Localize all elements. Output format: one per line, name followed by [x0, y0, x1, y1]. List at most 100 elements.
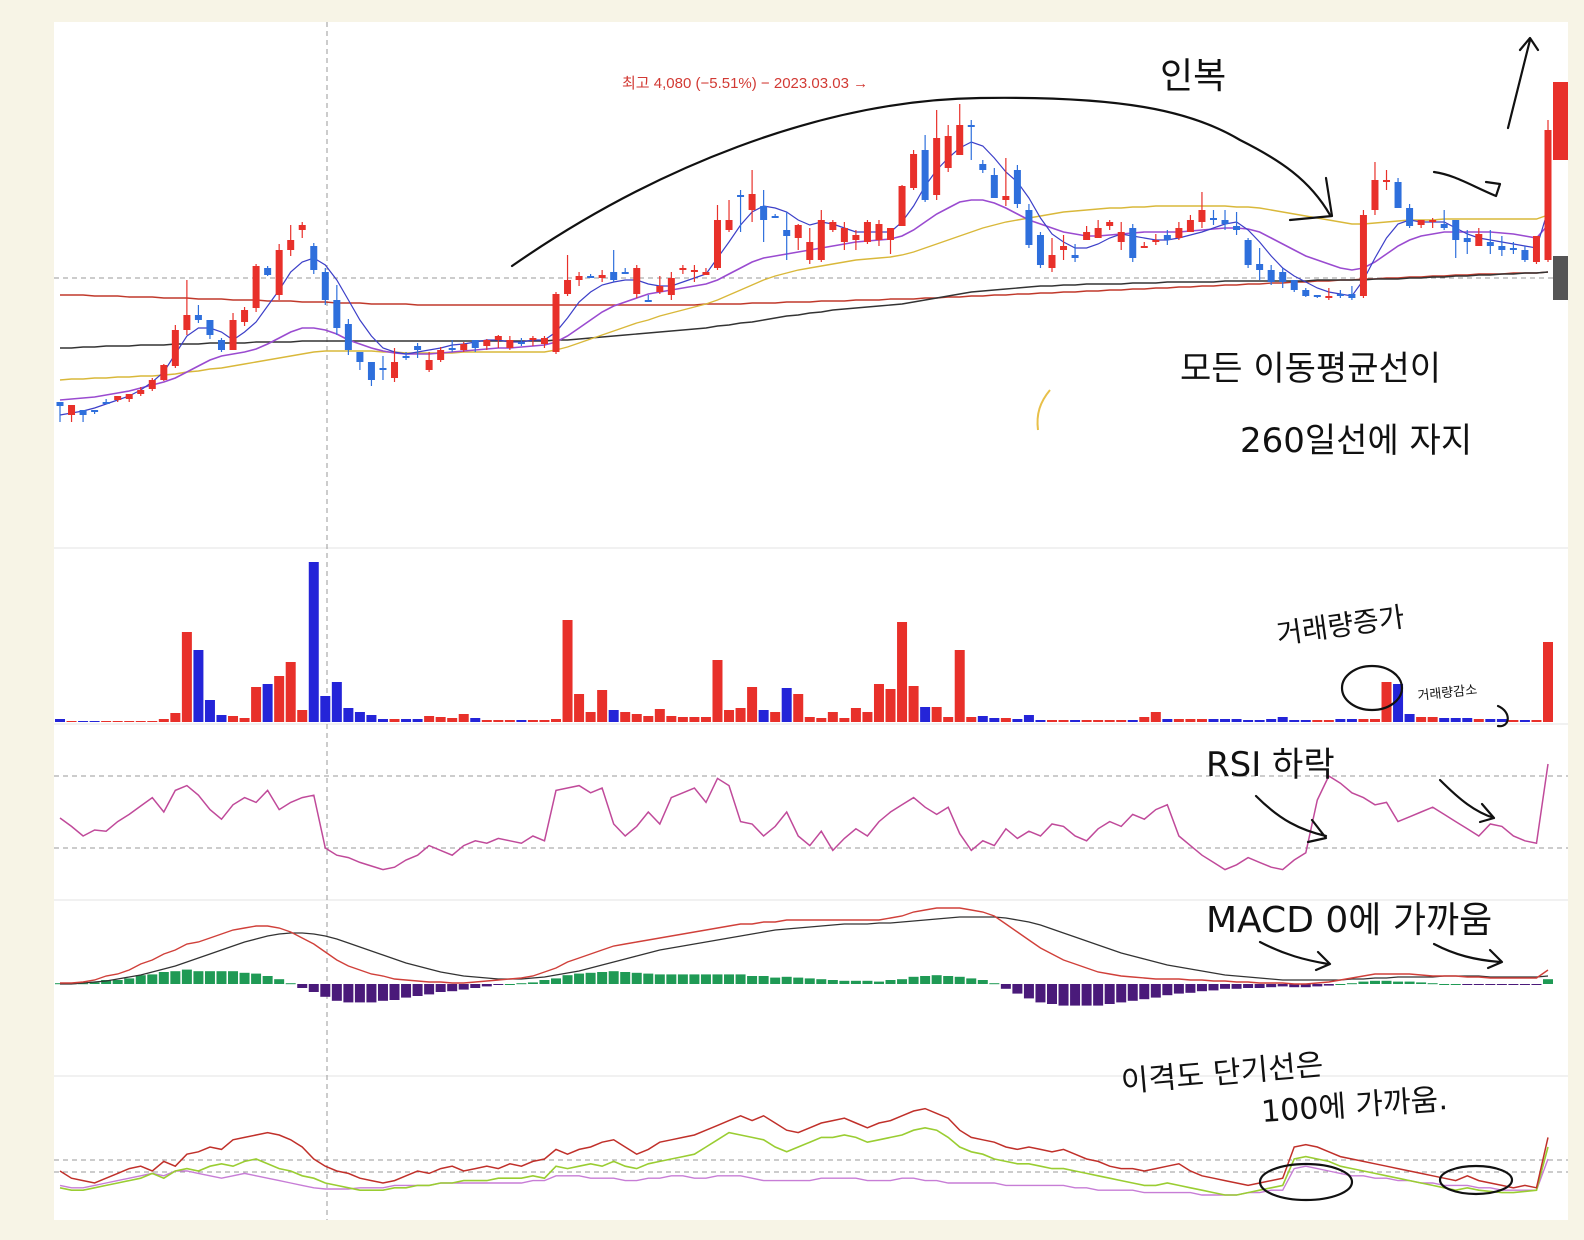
volume-bar: [1404, 714, 1415, 722]
candle-body: [702, 272, 710, 275]
volume-bar: [885, 689, 896, 722]
macd-histogram-bar: [781, 976, 792, 984]
candle-body: [1521, 250, 1529, 260]
candle-body: [1383, 180, 1391, 182]
volume-bar: [158, 719, 169, 722]
volume-bar: [1335, 719, 1346, 722]
volume-bar: [447, 718, 458, 722]
macd-histogram-bar: [1300, 984, 1311, 988]
candle-body: [587, 276, 595, 278]
candle-body: [1129, 228, 1137, 258]
volume-bar: [1116, 720, 1127, 722]
candle-body: [1371, 180, 1379, 210]
candle-body: [414, 346, 422, 350]
candle-body: [667, 278, 675, 295]
candle-body: [910, 154, 918, 188]
volume-bar: [654, 709, 665, 722]
macd-histogram-bar: [1035, 984, 1046, 1003]
macd-histogram-bar: [574, 973, 585, 984]
macd-histogram-bar: [1208, 984, 1219, 991]
candle-body: [610, 272, 618, 280]
short-arrow-annotation: [1432, 170, 1502, 198]
macd-histogram-bar: [770, 977, 781, 984]
candle-body: [1002, 196, 1010, 200]
volume-bar: [1162, 719, 1173, 722]
annotation-ma-line1: 모든 이동평균선이: [1180, 349, 1441, 389]
macd-histogram-bar: [620, 972, 631, 984]
volume-bar: [747, 687, 758, 722]
volume-bar: [239, 718, 250, 722]
macd-histogram-bar: [1358, 981, 1369, 984]
candle-body: [863, 222, 871, 242]
ma-long-line: [59, 205, 1549, 381]
macd-histogram-bar: [377, 984, 388, 1001]
macd-histogram-bar: [1023, 984, 1034, 999]
macd-histogram-bar: [1173, 984, 1184, 994]
volume-bar: [666, 716, 677, 722]
candle-body: [540, 338, 548, 344]
macd-histogram-bar: [170, 971, 181, 984]
volume-bar: [435, 717, 446, 722]
macd-histogram-bar: [908, 976, 919, 984]
candle-body: [725, 220, 733, 230]
candle-body: [529, 338, 537, 340]
volume-bar: [920, 707, 931, 722]
macd-histogram-bar: [597, 972, 608, 984]
volume-bar: [1543, 642, 1553, 722]
macd-histogram-bar: [181, 969, 192, 984]
volume-bar: [1496, 719, 1507, 722]
macd-panel: [55, 907, 1553, 1006]
volume-bar: [1508, 720, 1519, 722]
volume-bar: [758, 710, 769, 722]
volume-bar: [124, 721, 135, 722]
macd-histogram-bar: [712, 974, 723, 984]
candle-body: [483, 340, 491, 346]
ma-short-line: [59, 141, 1549, 416]
disparity-line-b: [59, 1126, 1549, 1196]
macd-histogram-bar: [897, 979, 908, 984]
volume-bar: [1196, 719, 1207, 722]
volume-bar: [1381, 682, 1392, 722]
macd-histogram-bar: [1266, 984, 1277, 988]
volume-bar: [147, 721, 158, 722]
macd-histogram-bar: [1381, 980, 1392, 984]
volume-bar: [1439, 718, 1450, 722]
macd-histogram-bar: [758, 976, 769, 984]
candle-body: [1140, 246, 1148, 248]
macd-histogram-bar: [1323, 984, 1334, 986]
macd-histogram-bar: [458, 984, 469, 990]
candle-body: [1106, 222, 1114, 226]
macd-histogram-bar: [747, 976, 758, 984]
up-arrow-annotation: [1506, 36, 1540, 130]
candle-body: [1048, 255, 1056, 268]
candle-body: [356, 352, 364, 362]
candle-body: [1071, 255, 1079, 258]
candle-body: [621, 272, 629, 274]
macd-histogram-bar: [804, 978, 815, 984]
reference-price-tag: [1553, 256, 1568, 300]
macd-histogram-bar: [1508, 984, 1519, 985]
volume-bar: [1000, 718, 1011, 722]
grid-lines: [54, 22, 1568, 1220]
volume-bar: [1139, 717, 1150, 722]
macd-histogram-bar: [435, 984, 446, 992]
candle-body: [183, 315, 191, 330]
macd-histogram-bar: [666, 974, 677, 984]
macd-histogram-bar: [1416, 982, 1427, 984]
volume-bar: [1208, 719, 1219, 722]
macd-histogram-bar: [1369, 980, 1380, 984]
candle-body: [56, 402, 64, 406]
macd-arrow-annotation-2: [1432, 942, 1504, 970]
macd-histogram-bar: [320, 984, 331, 997]
candle-body: [656, 286, 664, 292]
macd-histogram-bar: [1047, 984, 1057, 1004]
volume-bar: [551, 719, 561, 722]
price-panel: [56, 104, 1552, 422]
macd-histogram-bar: [366, 984, 377, 1003]
macd-histogram-bar: [1393, 981, 1404, 984]
volume-bar: [1312, 720, 1323, 722]
macd-histogram-bar: [412, 984, 423, 996]
candle-body: [771, 216, 779, 218]
volume-bar: [781, 688, 792, 722]
macd-histogram-bar: [389, 984, 400, 1000]
